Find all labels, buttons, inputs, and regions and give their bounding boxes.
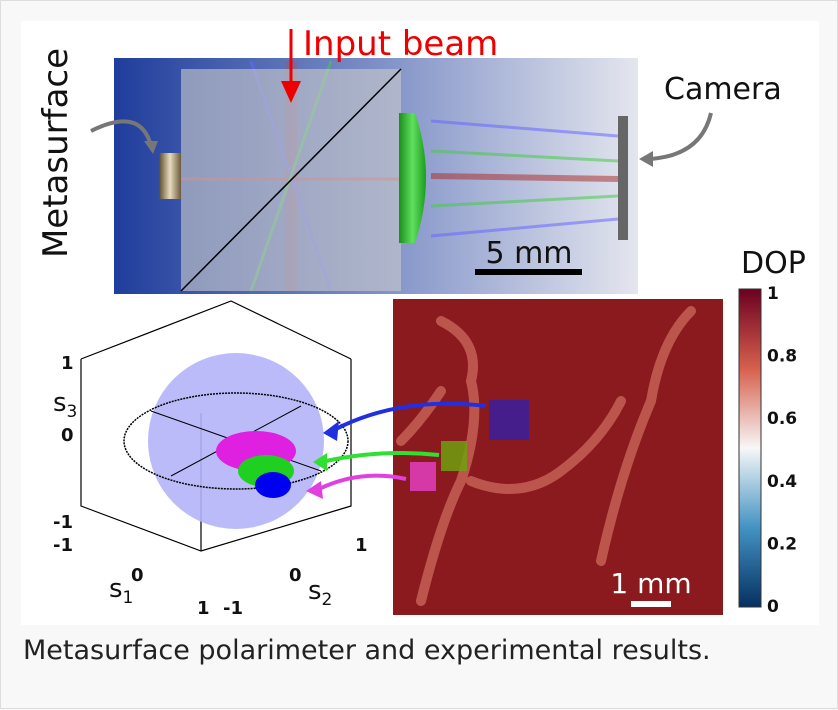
colorbar-tick-label: 0: [767, 597, 779, 617]
colorbar-tick-label: 0.6: [767, 409, 797, 429]
camera: [618, 116, 628, 240]
scale-bar: [475, 269, 582, 275]
colorbar-title: DOP: [741, 246, 806, 281]
map-scale-bar: [631, 601, 671, 607]
s2-base: s: [308, 576, 322, 606]
s2-sub: 2: [322, 590, 333, 610]
s1-sub: 1: [123, 588, 134, 608]
s1-tick: 1: [197, 598, 210, 619]
colorbar-tick-label: 0.2: [767, 534, 797, 554]
metasurface-label: Metasurface: [36, 48, 76, 258]
camera-label: Camera: [664, 72, 782, 107]
s2-tick: 0: [289, 565, 302, 586]
blue-roi: [489, 400, 529, 440]
map-scale-label: 1 mm: [610, 567, 691, 600]
metasurface-chip: [159, 153, 181, 199]
pink-roi: [410, 462, 436, 491]
blue-cluster: [255, 472, 291, 498]
s3-base: s: [53, 388, 67, 418]
colorbar: [739, 289, 761, 607]
s1-tick: -1: [53, 535, 73, 556]
s3-tick: 1: [61, 353, 74, 374]
s1-base: s: [109, 574, 123, 604]
colorbar-tick-label: 1: [767, 284, 779, 304]
caption: Metasurface polarimeter and experimental…: [23, 635, 711, 666]
s3-tick: 0: [61, 425, 74, 446]
figure: Input beam Metasurface Camera 5 mm 1 0 -…: [1, 1, 838, 710]
s3-sub: 3: [67, 402, 78, 422]
colorbar-tick-label: 0.8: [767, 347, 797, 367]
green-roi: [441, 441, 467, 471]
s1-tick: 0: [131, 565, 144, 586]
input-label: Input beam: [303, 24, 498, 64]
figure-frame: Input beam Metasurface Camera 5 mm 1 0 -…: [0, 0, 838, 709]
scale-bar-label: 5 mm: [485, 236, 572, 271]
s2-tick: 1: [355, 535, 368, 556]
colorbar-tick-label: 0.4: [767, 472, 797, 492]
s2-tick: -1: [223, 598, 243, 619]
s3-tick: -1: [53, 512, 73, 533]
